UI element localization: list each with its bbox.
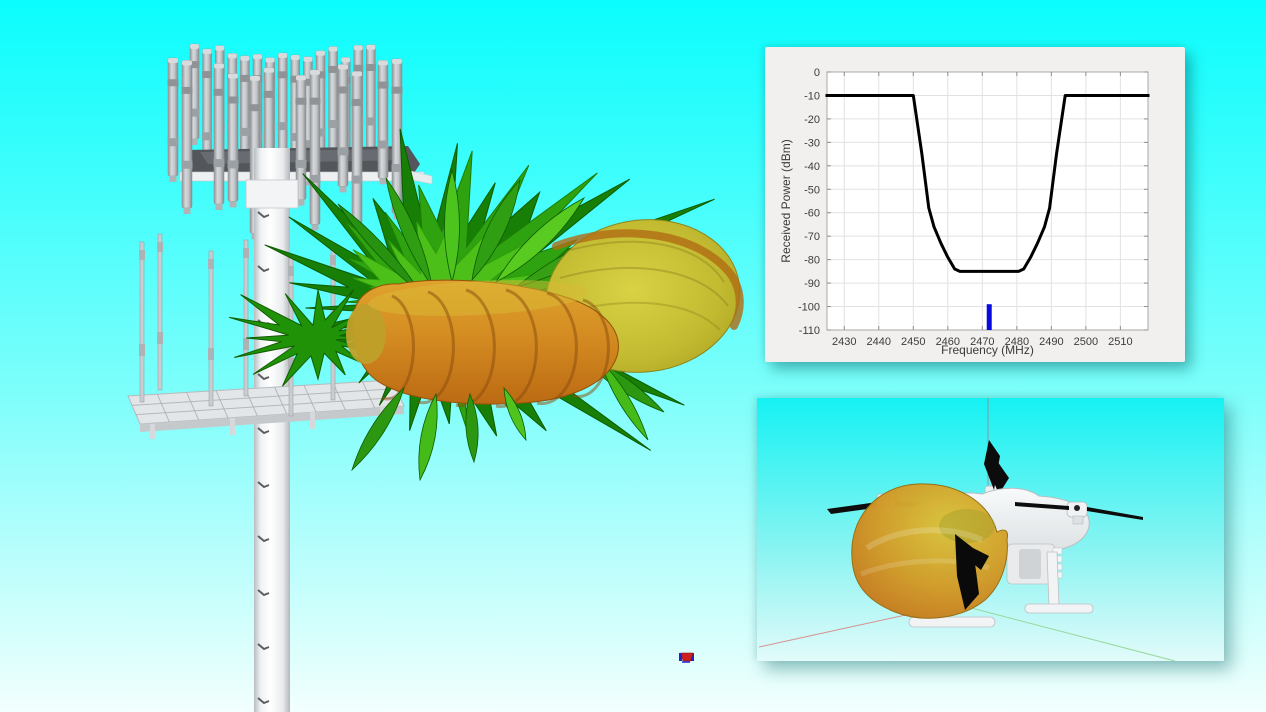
- svg-text:-50: -50: [804, 184, 820, 196]
- svg-text:0: 0: [814, 67, 820, 79]
- svg-text:2500: 2500: [1074, 336, 1098, 348]
- chart-ylabel: Received Power (dBm): [779, 139, 793, 263]
- cell-tower: [127, 43, 433, 712]
- svg-text:-30: -30: [804, 137, 820, 149]
- svg-text:-100: -100: [798, 302, 820, 314]
- y-axis-line: [955, 603, 1176, 661]
- svg-text:-60: -60: [804, 208, 820, 220]
- svg-text:2450: 2450: [901, 336, 925, 348]
- pole-collar: [245, 179, 299, 209]
- radiation-pattern: [229, 128, 744, 482]
- pole-step-pegs: [257, 211, 270, 705]
- platform-lattice: [131, 381, 401, 423]
- svg-text:-90: -90: [804, 278, 820, 290]
- main-lobe: [346, 279, 619, 405]
- svg-text:-80: -80: [804, 255, 820, 267]
- front-propeller: [955, 534, 989, 610]
- svg-text:-10: -10: [804, 90, 820, 102]
- svg-text:-110: -110: [799, 325, 820, 337]
- drone-viewport-panel[interactable]: [757, 398, 1224, 661]
- svg-text:2460: 2460: [936, 336, 960, 348]
- svg-text:2470: 2470: [970, 336, 994, 348]
- svg-text:2440: 2440: [867, 336, 891, 348]
- svg-text:-20: -20: [804, 114, 820, 126]
- chart-xlabel: Frequency (MHz): [941, 343, 1034, 357]
- svg-text:-40: -40: [804, 161, 820, 173]
- svg-text:2510: 2510: [1108, 336, 1132, 348]
- pattern-front-lobes: [351, 386, 527, 482]
- received-power-chart-panel: 2430 2440 2450 2460 2470 2480 2490 2500 2510 0 -10…: [765, 47, 1185, 362]
- svg-text:2480: 2480: [1005, 336, 1029, 348]
- distant-drone-marker: [679, 652, 694, 663]
- received-power-chart: 2430 2440 2450 2460 2470 2480 2490 2500 2510 0 -10…: [798, 67, 1150, 348]
- svg-text:2490: 2490: [1039, 336, 1063, 348]
- quadcopter-drone: [827, 440, 1143, 628]
- right-propeller: [1015, 501, 1143, 525]
- svg-text:-70: -70: [804, 231, 820, 243]
- svg-text:2430: 2430: [832, 336, 856, 348]
- drone-3d-view[interactable]: [757, 398, 1224, 661]
